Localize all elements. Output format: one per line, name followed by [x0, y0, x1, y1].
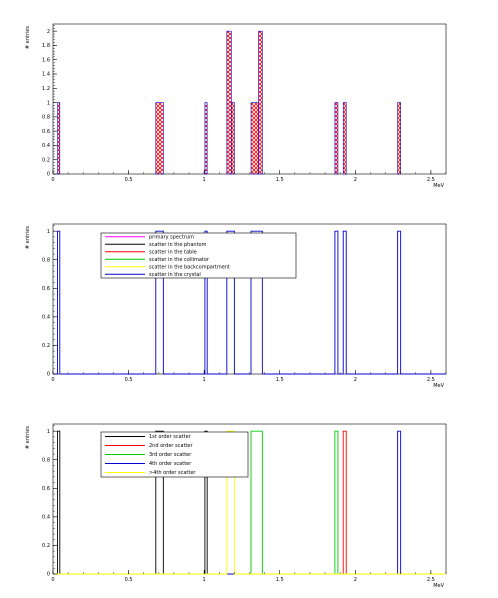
legend-label: 4th order scatter [149, 461, 192, 467]
panel-1: 0 0.2 0.4 0.6 0.8 1 1.2 1.4 1.6 1.8 2 0 0.5 1 1.5 2 2.5M… [25, 23, 447, 189]
x-tick-label: 2.5 [427, 377, 435, 383]
legend-label: scatter in the backcompartment [149, 264, 230, 270]
x-tick-label: 1.5 [276, 177, 284, 183]
x-tick-label: 2.5 [427, 177, 435, 183]
y-tick-label: 1.6 [42, 57, 50, 63]
y-tick-label: 0.8 [42, 115, 50, 121]
histogram-bar [57, 102, 61, 175]
histogram-bar [250, 102, 259, 175]
y-tick-label: 0.6 [42, 286, 50, 292]
x-axis-label: MeV [433, 183, 444, 189]
x-tick-label: 2 [354, 577, 357, 583]
x-axis-label: MeV [433, 383, 444, 389]
histogram-bar [155, 102, 164, 175]
x-tick-label: 1 [203, 377, 206, 383]
y-tick-label: 1 [47, 100, 50, 106]
y-tick-label: 0 [47, 372, 50, 378]
y-axis-label: # entries [25, 426, 31, 450]
y-tick-label: 1 [47, 229, 50, 235]
legend-label: scatter in the crystal [149, 272, 201, 278]
y-tick-label: 0.6 [42, 486, 50, 492]
y-axis-label: # entries [25, 226, 31, 250]
legend-label: 1st order scatter [149, 434, 192, 440]
x-tick-label: 2 [354, 177, 357, 183]
series-line-scatter-in-the-crystal [53, 230, 446, 375]
y-tick-label: 0.8 [42, 457, 50, 463]
legend-label: scatter in the phantom [149, 242, 207, 248]
x-tick-label: 0.5 [125, 377, 133, 383]
x-tick-label: 1 [203, 577, 206, 583]
legend-label: scatter in the table [149, 249, 197, 255]
y-tick-label: 0.6 [42, 129, 50, 135]
y-tick-label: 1.4 [42, 72, 50, 78]
y-tick-label: 1 [47, 429, 50, 435]
x-axis-label: MeV [433, 583, 444, 589]
histogram-bar [231, 102, 235, 175]
legend-box [100, 431, 249, 478]
y-tick-label: 0 [47, 572, 50, 578]
x-tick-label: 2.5 [427, 577, 435, 583]
y-tick-label: 0.4 [42, 143, 50, 149]
histogram-bar [204, 102, 208, 175]
x-tick-label: 1.5 [276, 577, 284, 583]
y-tick-label: 0.2 [42, 343, 50, 349]
histogram-bar [226, 30, 232, 175]
y-tick-label: 0.4 [42, 315, 50, 321]
legend-label: primary spectrum [149, 234, 194, 240]
y-tick-label: 0.4 [42, 515, 50, 521]
x-tick-label: 2 [354, 377, 357, 383]
y-tick-label: 0 [47, 172, 50, 178]
x-tick-label: 0 [51, 377, 54, 383]
histogram-bar [342, 102, 347, 175]
histogram-bar [397, 102, 401, 175]
x-tick-label: 1 [203, 177, 206, 183]
x-tick-label: 0.5 [125, 577, 133, 583]
x-tick-label: 0 [51, 177, 54, 183]
y-tick-label: 2 [47, 29, 50, 35]
plot-frame [52, 23, 447, 175]
x-tick-label: 0 [51, 577, 54, 583]
histogram-bar [258, 30, 263, 175]
y-tick-label: 0.2 [42, 157, 50, 163]
x-tick-label: 1.5 [276, 377, 284, 383]
series-line--4th-order-scatter [53, 430, 446, 575]
y-tick-label: 1.2 [42, 86, 50, 92]
y-tick-label: 0.2 [42, 543, 50, 549]
y-tick-label: 0.8 [42, 257, 50, 263]
x-tick-label: 0.5 [125, 177, 133, 183]
legend-box [100, 232, 297, 279]
legend-label: >4th order scatter [149, 470, 196, 476]
y-tick-label: 1.8 [42, 43, 50, 49]
legend-label: 3rd order scatter [149, 452, 192, 458]
legend-label: scatter in the collimator [149, 257, 210, 263]
y-axis-label: # entries [25, 26, 31, 50]
histogram-bar [334, 102, 339, 175]
legend-label: 2nd order scatter [149, 443, 193, 449]
series-line-1st-order-scatter [53, 430, 446, 575]
